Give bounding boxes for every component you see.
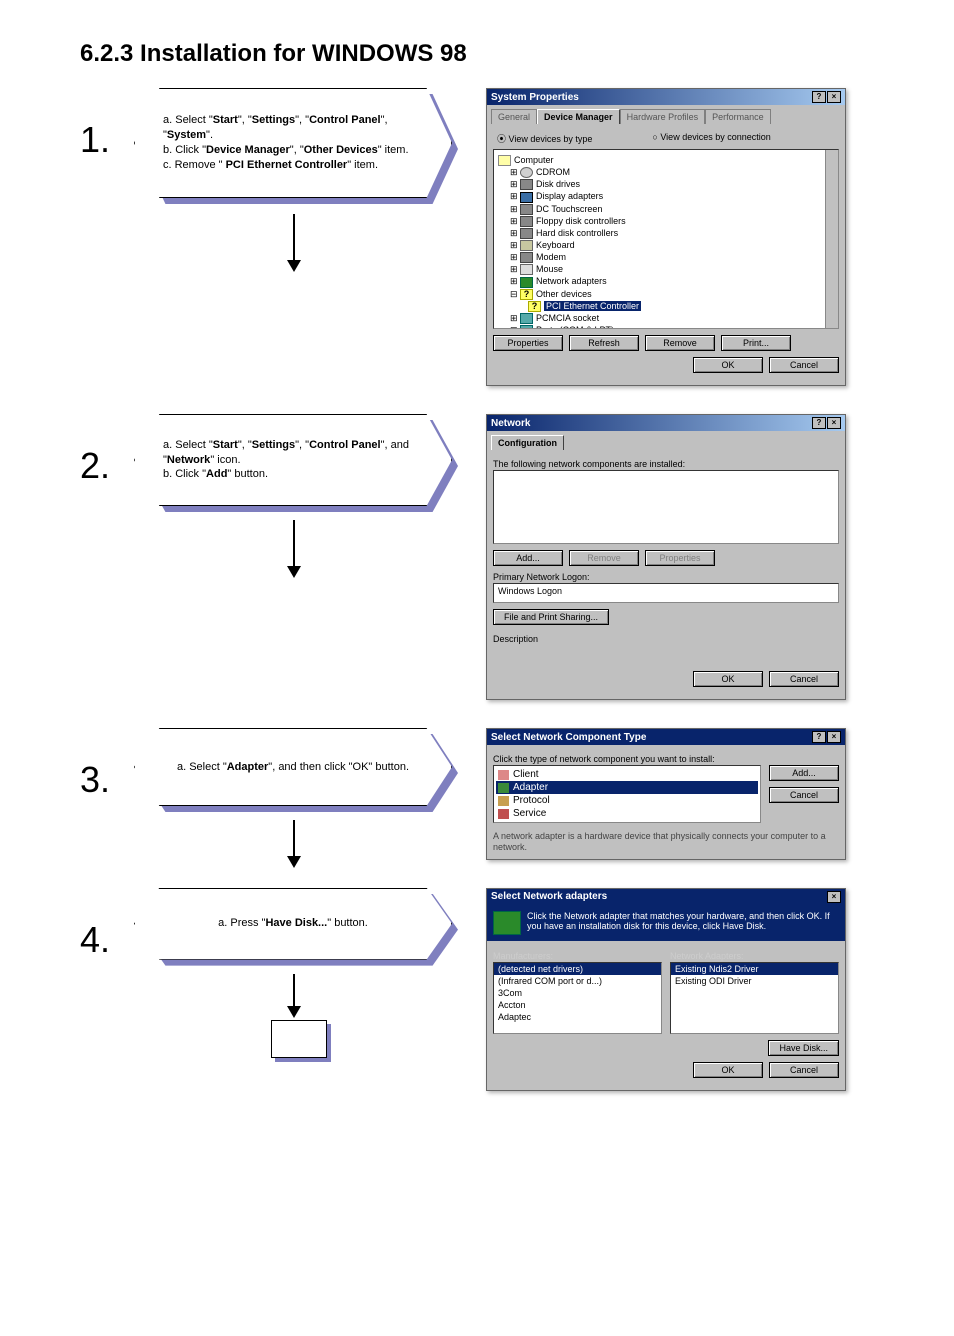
step-2-diamond: a. Select "Start", "Settings", "Control … (134, 414, 464, 514)
step-4-text: a. Press "Have Disk..." button. (218, 916, 368, 931)
network-cancel-button[interactable]: Cancel (769, 671, 839, 687)
step-number-4: 4. (80, 888, 134, 958)
sysprops-title: System Properties (491, 92, 579, 103)
comptype-heading: Click the type of network component you … (493, 754, 839, 764)
seladapter-title: Select Network adapters (491, 891, 607, 902)
comptype-add-button[interactable]: Add... (769, 765, 839, 781)
seladapter-sysbuttons[interactable]: × (826, 891, 841, 903)
arrow-down-2 (134, 520, 464, 580)
continuation-box (271, 1020, 327, 1058)
arrow-down-1 (134, 214, 464, 274)
network-ok-button[interactable]: OK (693, 671, 763, 687)
adapter-icon (493, 911, 521, 935)
radio-view-by-connection[interactable]: View devices by connection (652, 132, 770, 145)
print-button[interactable]: Print... (721, 335, 791, 351)
radio-view-by-type[interactable]: View devices by type (497, 132, 592, 145)
seladapter-info: Click the Network adapter that matches y… (487, 905, 845, 941)
network-heading: The following network components are ins… (493, 459, 839, 469)
tab-configuration[interactable]: Configuration (491, 435, 564, 450)
comptype-adapter[interactable]: Adapter (496, 781, 758, 794)
component-type-list[interactable]: Client Adapter Protocol Service (493, 765, 761, 823)
tab-hardware-profiles[interactable]: Hardware Profiles (620, 109, 706, 124)
component-type-window: Select Network Component Type ?× Click t… (486, 728, 846, 860)
sysprops-sysbuttons[interactable]: ?× (811, 91, 841, 103)
page-title: 6.2.3 Installation for WINDOWS 98 (80, 40, 894, 68)
select-adapter-window: Select Network adapters × Click the Netw… (486, 888, 846, 1091)
logon-dropdown[interactable]: Windows Logon (493, 583, 839, 603)
have-disk-button[interactable]: Have Disk... (768, 1040, 839, 1056)
properties-button[interactable]: Properties (493, 335, 563, 351)
seladapter-cancel-button[interactable]: Cancel (769, 1062, 839, 1078)
logon-label: Primary Network Logon: (493, 572, 839, 582)
file-print-sharing-button[interactable]: File and Print Sharing... (493, 609, 609, 625)
step-1-diamond: a. Select "Start", "Settings", "Control … (134, 88, 464, 208)
step-1-text: a. Select "Start", "Settings", "Control … (163, 113, 423, 172)
sysprops-cancel-button[interactable]: Cancel (769, 357, 839, 373)
remove-button[interactable]: Remove (645, 335, 715, 351)
network-components-list[interactable] (493, 470, 839, 544)
step-number-1: 1. (80, 88, 134, 158)
models-list[interactable]: Existing Ndis2 Driver Existing ODI Drive… (670, 962, 839, 1034)
refresh-button[interactable]: Refresh (569, 335, 639, 351)
network-sysbuttons[interactable]: ?× (811, 417, 841, 429)
tab-performance[interactable]: Performance (705, 109, 771, 124)
network-properties-button[interactable]: Properties (645, 550, 715, 566)
seladapter-ok-button[interactable]: OK (693, 1062, 763, 1078)
comptype-sysbuttons[interactable]: ?× (811, 731, 841, 743)
arrow-down-3 (134, 820, 464, 870)
mfg-label: Manufacturers: (493, 951, 662, 961)
step-2-text: a. Select "Start", "Settings", "Control … (163, 438, 423, 483)
manufacturers-list[interactable]: (detected net drivers) (Infrared COM por… (493, 962, 662, 1034)
desc-label: Description (493, 634, 839, 644)
step-4-diamond: a. Press "Have Disk..." button. (134, 888, 464, 968)
comptype-protocol[interactable]: Protocol (496, 794, 758, 807)
tab-device-manager[interactable]: Device Manager (537, 109, 620, 124)
sysprops-tabs[interactable]: General Device Manager Hardware Profiles… (487, 105, 845, 124)
comptype-cancel-button[interactable]: Cancel (769, 787, 839, 803)
network-window: Network ?× Configuration The following n… (486, 414, 846, 700)
system-properties-window: System Properties ?× General Device Mana… (486, 88, 846, 386)
sysprops-ok-button[interactable]: OK (693, 357, 763, 373)
comptype-desc: A network adapter is a hardware device t… (493, 831, 839, 853)
step-number-2: 2. (80, 414, 134, 484)
network-add-button[interactable]: Add... (493, 550, 563, 566)
network-remove-button[interactable]: Remove (569, 550, 639, 566)
mdl-label: Network Adapters: (670, 951, 839, 961)
network-title: Network (491, 418, 530, 429)
arrow-down-4 (134, 974, 464, 1020)
step-3-diamond: a. Select "Adapter", and then click "OK"… (134, 728, 464, 814)
pci-ethernet-controller-item[interactable]: PCI Ethernet Controller (544, 301, 641, 311)
comptype-client[interactable]: Client (496, 768, 758, 781)
tab-general[interactable]: General (491, 109, 537, 124)
step-3-text: a. Select "Adapter", and then click "OK"… (177, 760, 409, 775)
device-tree[interactable]: Computer ⊞ CDROM ⊞ Disk drives ⊞ Display… (493, 149, 839, 329)
comptype-service[interactable]: Service (496, 807, 758, 820)
step-number-3: 3. (80, 728, 134, 798)
comptype-title: Select Network Component Type (491, 732, 646, 743)
